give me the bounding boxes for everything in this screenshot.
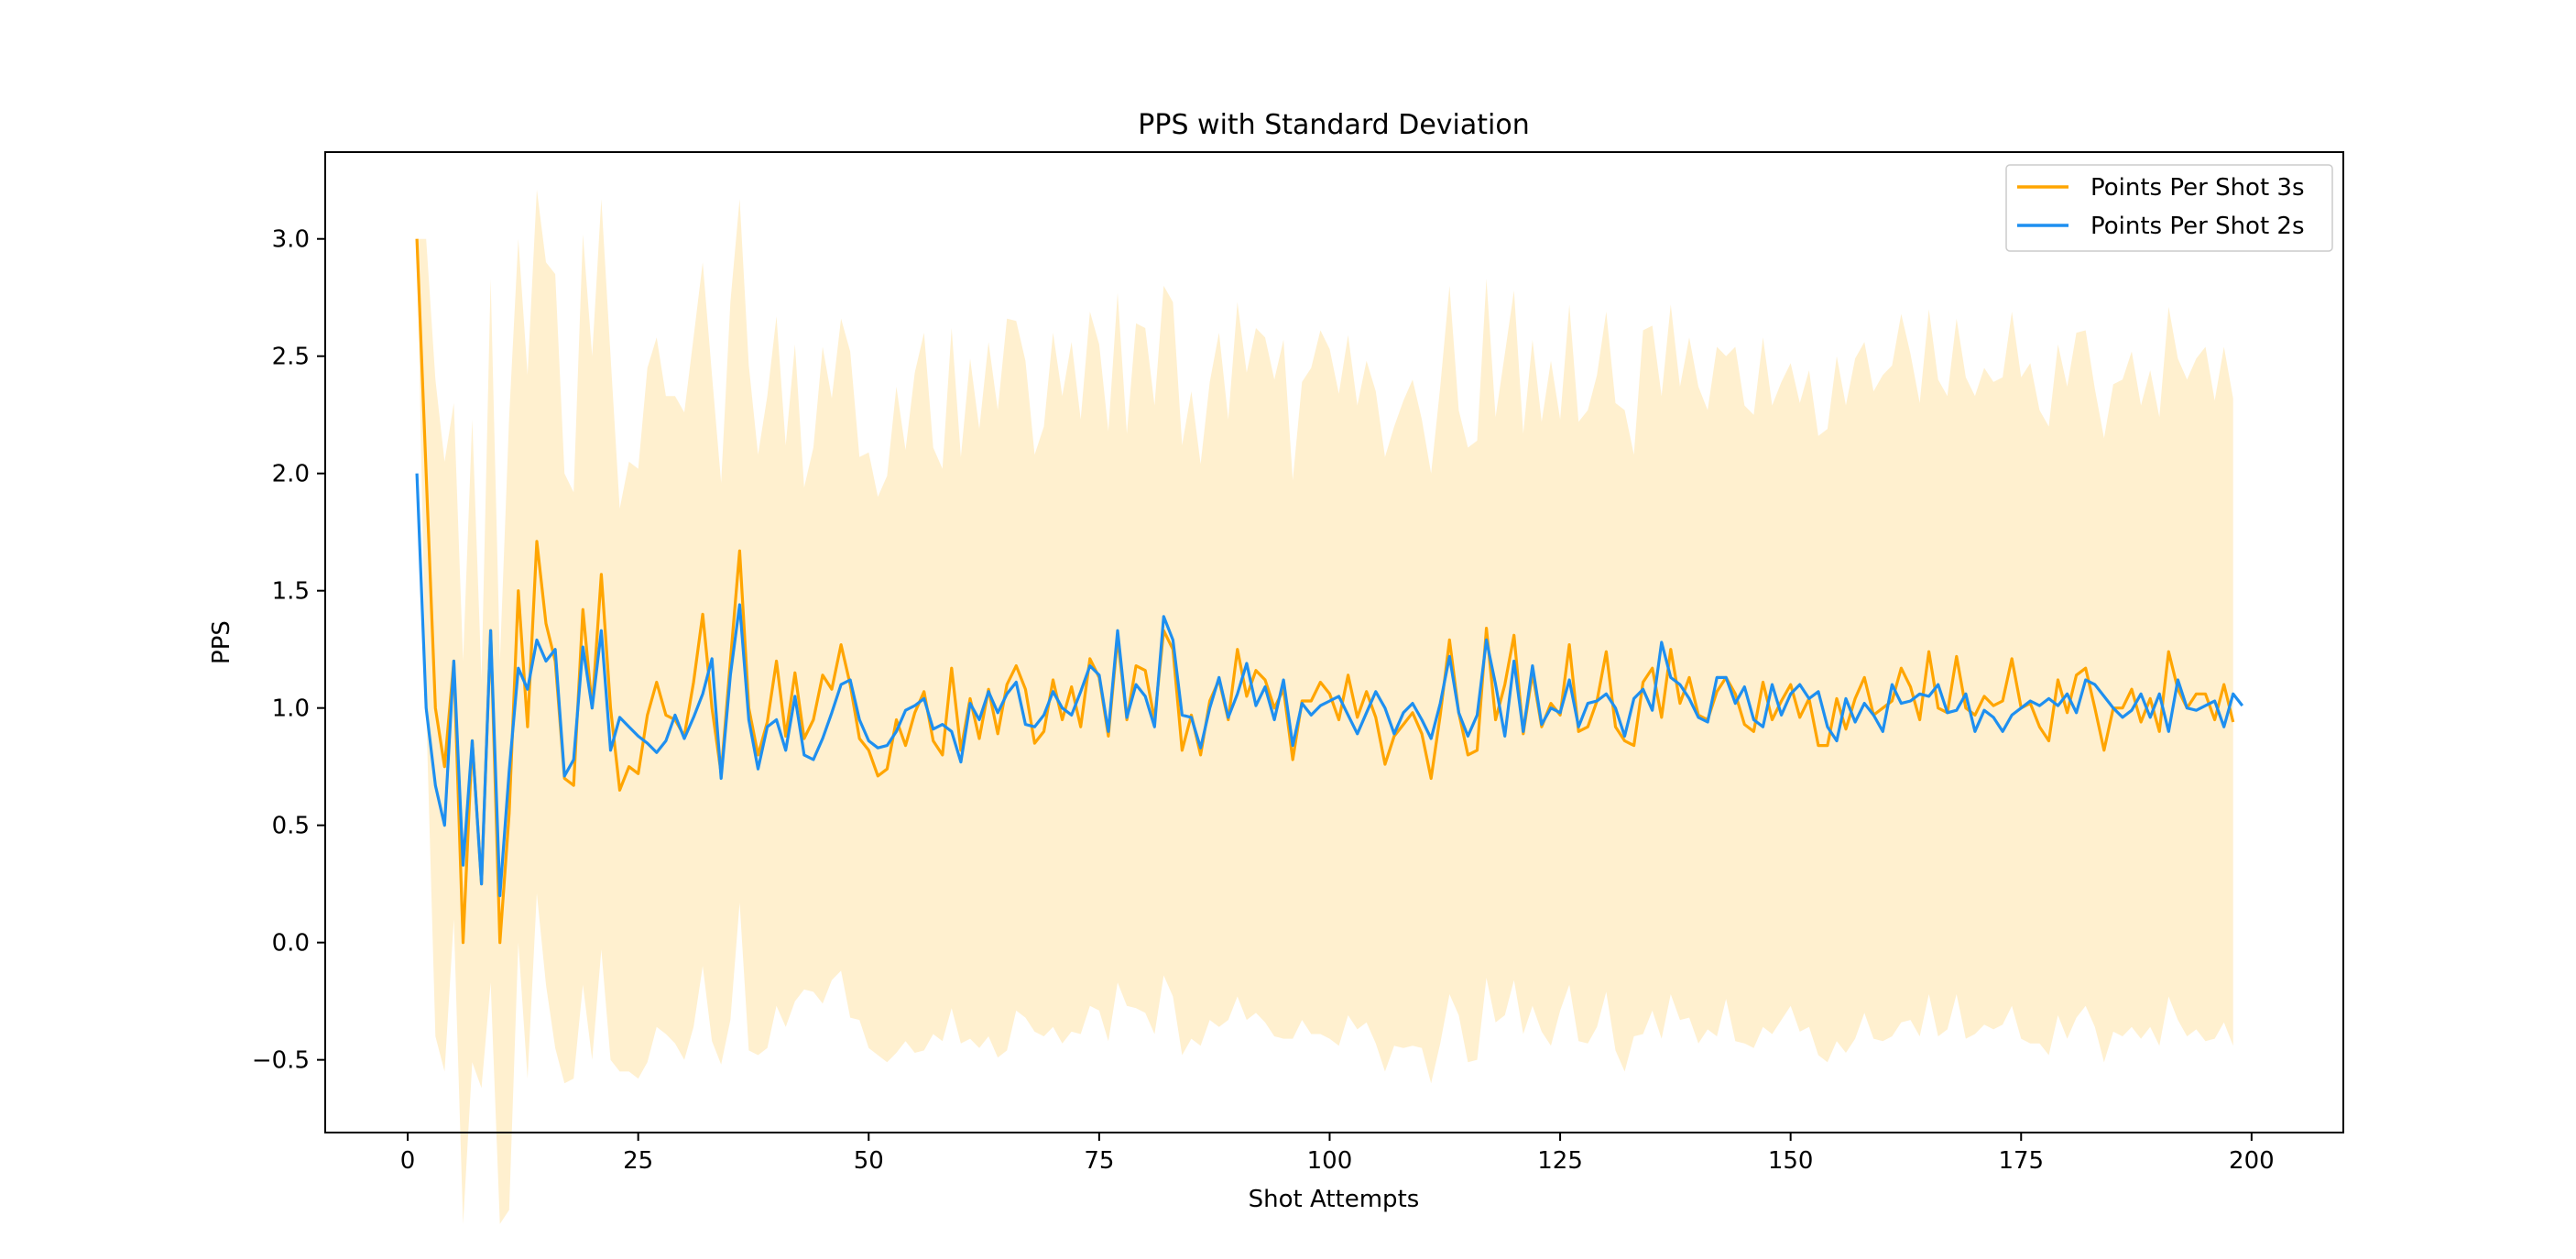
legend: Points Per Shot 3s Points Per Shot 2s (2005, 164, 2333, 252)
x-tick-label: 50 (854, 1147, 884, 1175)
x-tick-label: 100 (1307, 1147, 1353, 1175)
x-tick-label: 25 (623, 1147, 653, 1175)
y-tick-label: 3.0 (272, 226, 310, 254)
x-tick-label: 0 (400, 1147, 416, 1175)
y-tick-label: 2.0 (272, 461, 310, 488)
y-axis-label: PPS (208, 620, 235, 664)
x-tick-label: 150 (1768, 1147, 1814, 1175)
series-lines (415, 238, 2244, 945)
plot-frame (324, 151, 2344, 1133)
x-tick-label: 175 (1998, 1147, 2044, 1175)
y-tick-label: 2.5 (272, 344, 310, 371)
x-tick-label: 125 (1537, 1147, 1583, 1175)
x-tick-label: 75 (1084, 1147, 1114, 1175)
std-bands (417, 190, 2233, 1224)
y-axis: −0.5 0.0 0.5 1.0 1.5 2.0 2.5 3.0 (252, 226, 325, 1075)
x-tick-label: 200 (2229, 1147, 2275, 1175)
series-line-2s (415, 473, 2244, 898)
y-tick-label: −0.5 (252, 1047, 310, 1075)
std-band-3s (417, 190, 2233, 1224)
y-tick-label: 1.0 (272, 695, 310, 723)
y-tick-label: 1.5 (272, 578, 310, 606)
chart-title: PPS with Standard Deviation (1138, 109, 1529, 141)
legend-label-3s: Points Per Shot 3s (2090, 174, 2305, 202)
legend-label-2s: Points Per Shot 2s (2090, 213, 2305, 240)
y-tick-label: 0.0 (272, 930, 310, 958)
x-axis-label: Shot Attempts (1249, 1186, 1420, 1213)
y-tick-label: 0.5 (272, 813, 310, 840)
legend-box (2005, 164, 2333, 252)
x-axis: 0 25 50 75 100 125 150 175 200 (400, 1133, 2275, 1175)
